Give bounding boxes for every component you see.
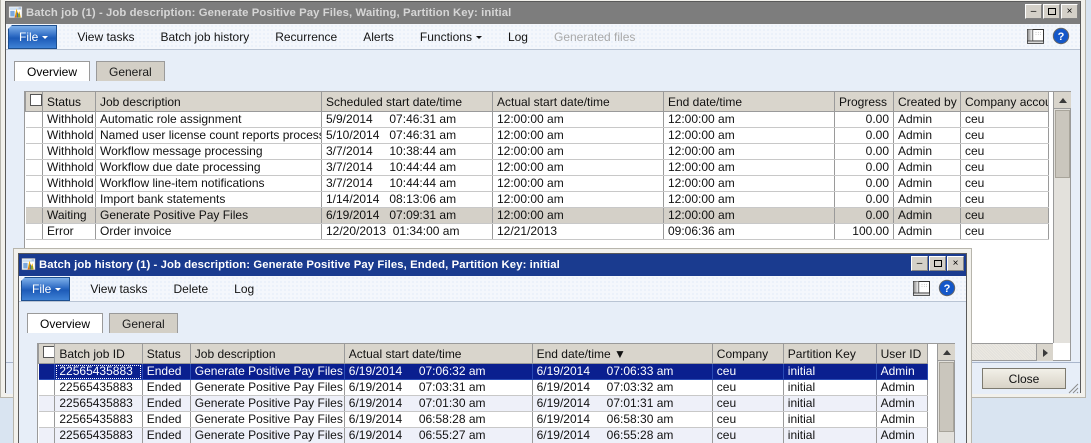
svg-text:?: ?: [944, 283, 951, 295]
svg-text:?: ?: [1058, 31, 1065, 43]
